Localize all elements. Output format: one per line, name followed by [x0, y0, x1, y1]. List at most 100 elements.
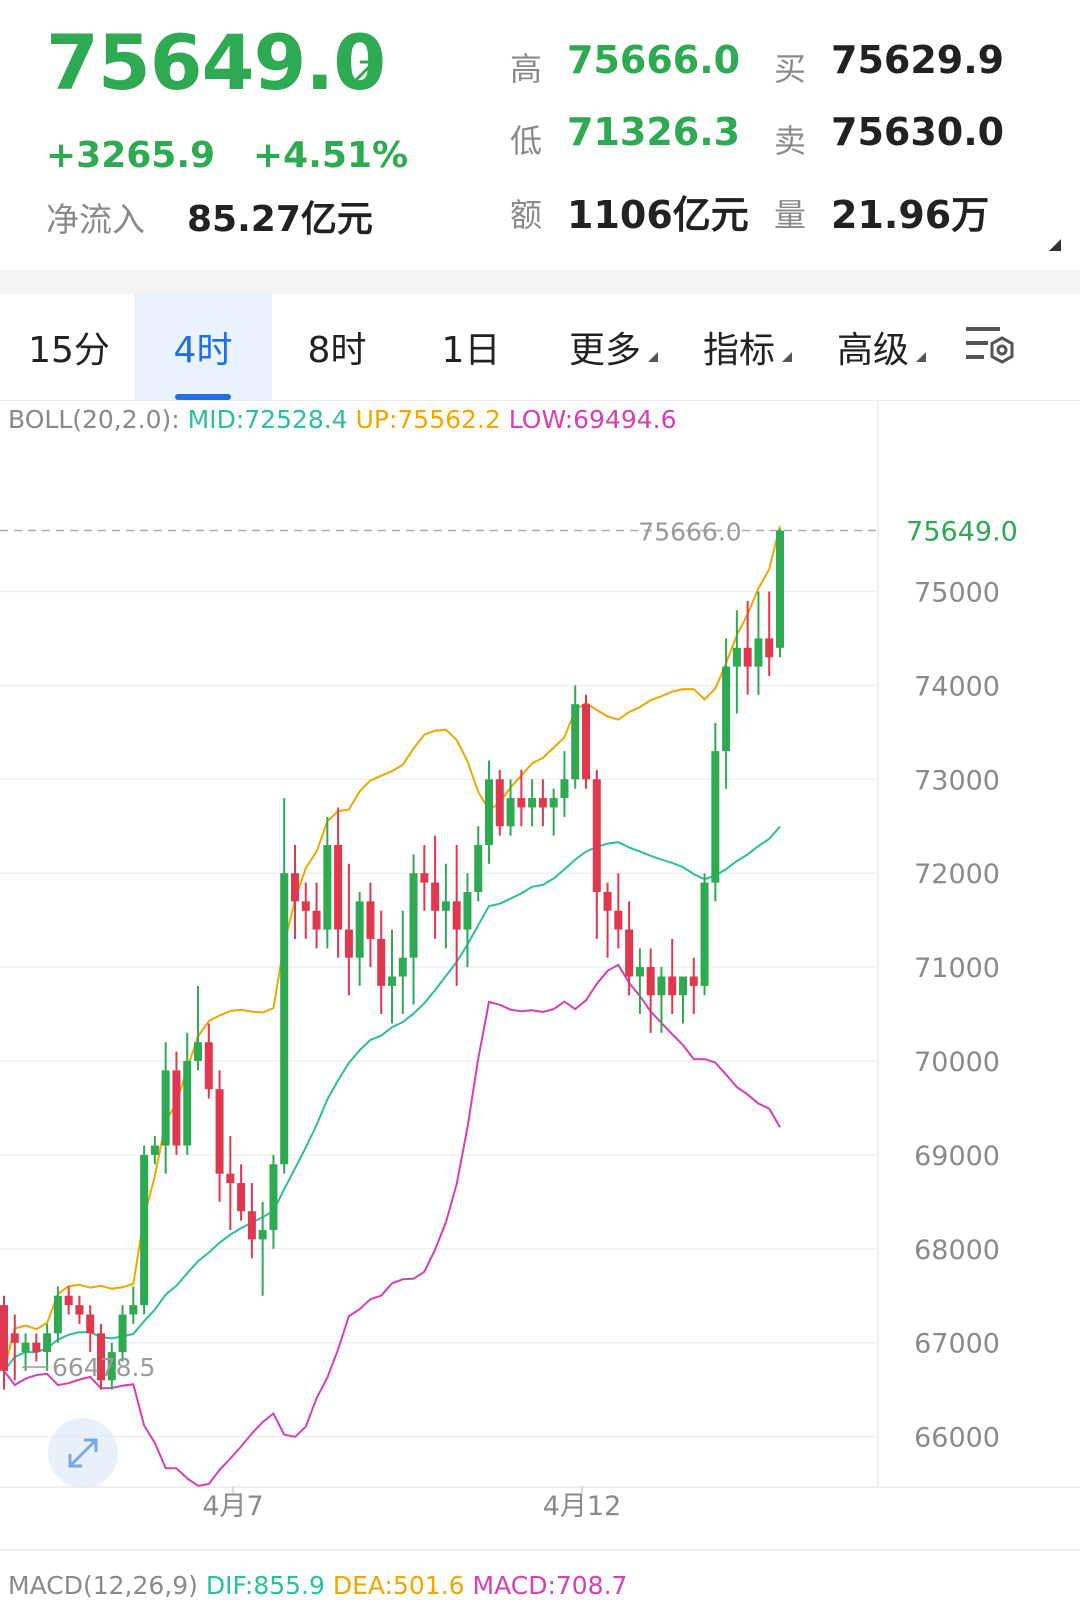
- candle-body: [97, 1333, 105, 1381]
- candle-body: [538, 798, 547, 808]
- candle-body: [765, 638, 774, 658]
- boll-mid-line: [3, 825, 781, 1372]
- chart-settings-icon[interactable]: [966, 324, 1018, 370]
- candle-body: [334, 845, 343, 930]
- tab-more[interactable]: 更多: [536, 294, 674, 400]
- low-value: 71326.3: [567, 110, 741, 154]
- sell-value: 75630.0: [831, 110, 1005, 154]
- boll-legend: BOLL(20,2.0): MID:72528.4 UP:75562.2 LOW…: [8, 405, 677, 434]
- candle-body: [582, 704, 590, 780]
- boll-mid: MID:72528.4: [187, 405, 348, 434]
- boll-low: LOW:69494.6: [508, 405, 677, 434]
- candle-body: [140, 1154, 149, 1306]
- y-tick-label: 70000: [914, 1047, 1000, 1078]
- section-divider: [0, 270, 1080, 294]
- collapse-toggle-icon[interactable]: [1049, 239, 1061, 251]
- candle-body: [625, 929, 634, 977]
- candle-body: [463, 891, 472, 930]
- candle-body: [0, 1305, 8, 1371]
- candle-body: [86, 1314, 95, 1334]
- expand-chart-button[interactable]: [48, 1418, 118, 1488]
- candle-body: [269, 1164, 278, 1231]
- up-arrow-icon: [352, 60, 376, 84]
- candle-body: [32, 1342, 41, 1353]
- price-change-percent: +4.51%: [253, 135, 409, 176]
- candle-body: [398, 957, 407, 977]
- y-tick-label: 72000: [914, 859, 1000, 890]
- interval-tab-bar: 15分 4时 8时 1日 更多 指标 高级: [0, 294, 1080, 401]
- x-tick-label: 4月7: [202, 1491, 263, 1522]
- volume-value: 21.96万: [831, 193, 990, 237]
- candle-body: [129, 1305, 138, 1315]
- candle-body: [495, 779, 504, 827]
- candle-body: [291, 873, 299, 902]
- candle-body: [679, 976, 687, 996]
- candle-body: [344, 929, 353, 958]
- y-tick-label: 71000: [914, 953, 1000, 984]
- boll-name: BOLL(20,2.0):: [8, 405, 180, 434]
- candle-body: [528, 798, 537, 808]
- candle-body: [194, 1042, 202, 1061]
- sell-label: 卖: [774, 122, 807, 160]
- macd-dif: DIF:855.9: [205, 1571, 325, 1600]
- net-inflow-value: 85.27亿元: [187, 199, 373, 240]
- tab-4h[interactable]: 4时: [134, 294, 272, 400]
- candle-body: [700, 882, 709, 986]
- candle-body: [150, 1145, 159, 1155]
- amount-value: 1106亿元: [567, 193, 749, 237]
- low-price-marker: 66478.5: [52, 1353, 155, 1382]
- tab-15min[interactable]: 15分: [0, 294, 138, 400]
- candle-body: [64, 1295, 73, 1306]
- candle-body: [441, 901, 450, 911]
- candle-body: [237, 1183, 246, 1212]
- candle-body: [355, 901, 364, 958]
- net-inflow-label: 净流入: [46, 200, 145, 239]
- tab-8h[interactable]: 8时: [268, 294, 406, 400]
- candle-body: [161, 1070, 170, 1146]
- candle-body: [21, 1342, 30, 1353]
- candle-body: [258, 1230, 267, 1240]
- high-value: 75666.0: [567, 38, 741, 82]
- tab-1d[interactable]: 1日: [402, 294, 540, 400]
- candle-body: [107, 1352, 116, 1381]
- candle-body: [506, 798, 515, 827]
- dropdown-triangle-icon: [916, 352, 926, 362]
- candle-body: [377, 938, 386, 986]
- candle-body: [172, 1070, 181, 1146]
- candle-body: [53, 1295, 62, 1334]
- candle-body: [388, 976, 396, 986]
- last-price: 75649.0: [46, 18, 386, 107]
- tab-label: 指标: [702, 330, 775, 371]
- amount-label: 额: [510, 196, 543, 234]
- candle-body: [301, 901, 310, 911]
- y-tick-label: 66000: [914, 1423, 1000, 1454]
- tab-label: 15分: [28, 330, 110, 371]
- tab-indicators[interactable]: 指标: [670, 294, 808, 400]
- candle-body: [592, 779, 601, 892]
- candle-body: [722, 666, 731, 752]
- candle-body: [366, 901, 375, 939]
- candle-body: [215, 1089, 224, 1174]
- price-chart[interactable]: 75000 74000 73000 72000 71000 70000 69000 68000…: [0, 400, 1080, 1565]
- high-price-marker: 75666.0: [638, 518, 741, 547]
- dropdown-triangle-icon: [648, 352, 658, 362]
- macd-dea: DEA:501.6: [332, 1571, 465, 1600]
- dropdown-triangle-icon: [782, 352, 792, 362]
- candle-body: [226, 1173, 235, 1184]
- boll-up: UP:75562.2: [355, 405, 501, 434]
- candle-body: [754, 638, 763, 667]
- tab-advanced[interactable]: 高级: [804, 294, 942, 400]
- candle-body: [657, 976, 666, 996]
- buy-value: 75629.9: [831, 38, 1005, 82]
- candle-body: [323, 845, 332, 930]
- low-label: 低: [510, 122, 543, 160]
- tab-label: 8时: [307, 330, 367, 371]
- candle-body: [635, 967, 644, 977]
- candle-body: [485, 779, 493, 846]
- candle-body: [474, 845, 483, 892]
- tab-label: 1日: [441, 330, 501, 371]
- candle-body: [549, 798, 558, 808]
- high-label: 高: [510, 50, 543, 88]
- candle-body: [43, 1333, 52, 1353]
- y-tick-label: 67000: [914, 1329, 1000, 1360]
